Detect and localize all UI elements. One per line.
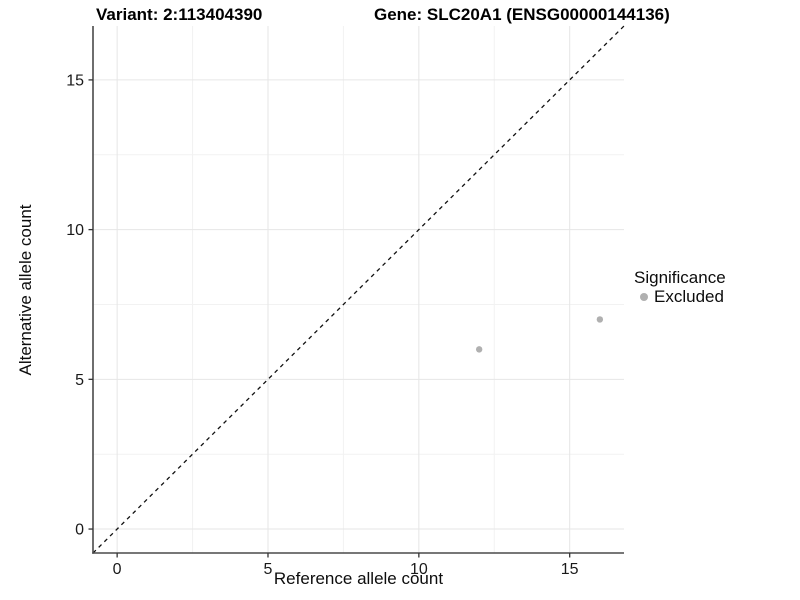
- x-axis-title: Reference allele count: [273, 569, 444, 588]
- legend-item-label: Excluded: [654, 287, 724, 306]
- x-tick-label: 5: [264, 561, 273, 578]
- y-tick-label: 5: [75, 372, 84, 389]
- identity-line: [92, 25, 625, 554]
- y-tick-label: 10: [66, 222, 84, 239]
- legend: Significance Excluded: [634, 268, 726, 307]
- y-tick-label: 0: [75, 522, 84, 539]
- data-point: [475, 346, 483, 353]
- legend-title: Significance: [634, 268, 726, 287]
- plot-title-gene: Gene: SLC20A1 (ENSG00000144136): [374, 5, 670, 24]
- excluded-point-icon: [640, 293, 648, 301]
- x-tick-label: 0: [113, 561, 122, 578]
- legend-item-excluded: Excluded: [634, 287, 726, 306]
- x-tick-label: 10: [410, 561, 428, 578]
- plot-title-variant: Variant: 2:113404390: [96, 5, 263, 24]
- y-tick-label: 15: [66, 72, 84, 89]
- data-point: [596, 316, 604, 323]
- y-axis-title: Alternative allele count: [16, 204, 35, 376]
- x-tick-label: 15: [561, 561, 579, 578]
